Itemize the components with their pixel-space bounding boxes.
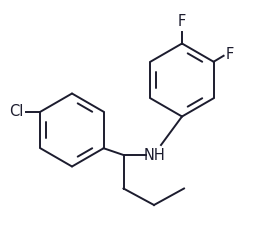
Text: NH: NH <box>143 147 165 163</box>
Text: F: F <box>178 15 186 29</box>
Text: Cl: Cl <box>9 104 23 119</box>
Text: F: F <box>226 47 234 62</box>
